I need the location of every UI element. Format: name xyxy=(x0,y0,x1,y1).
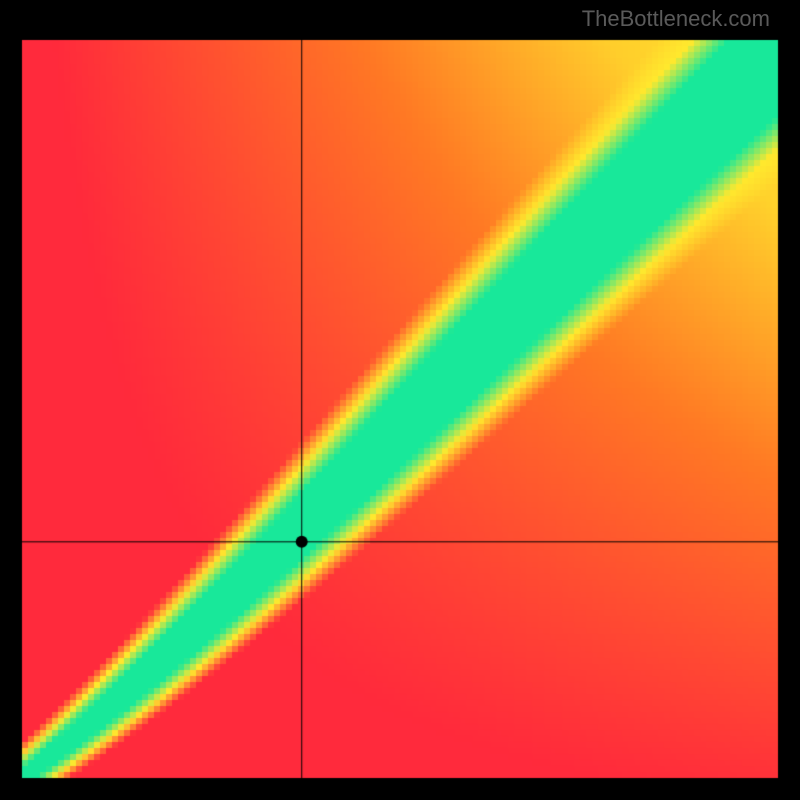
chart-container: TheBottleneck.com xyxy=(0,0,800,800)
heatmap-canvas xyxy=(0,0,800,800)
watermark-text: TheBottleneck.com xyxy=(582,6,770,31)
watermark: TheBottleneck.com xyxy=(582,6,770,32)
